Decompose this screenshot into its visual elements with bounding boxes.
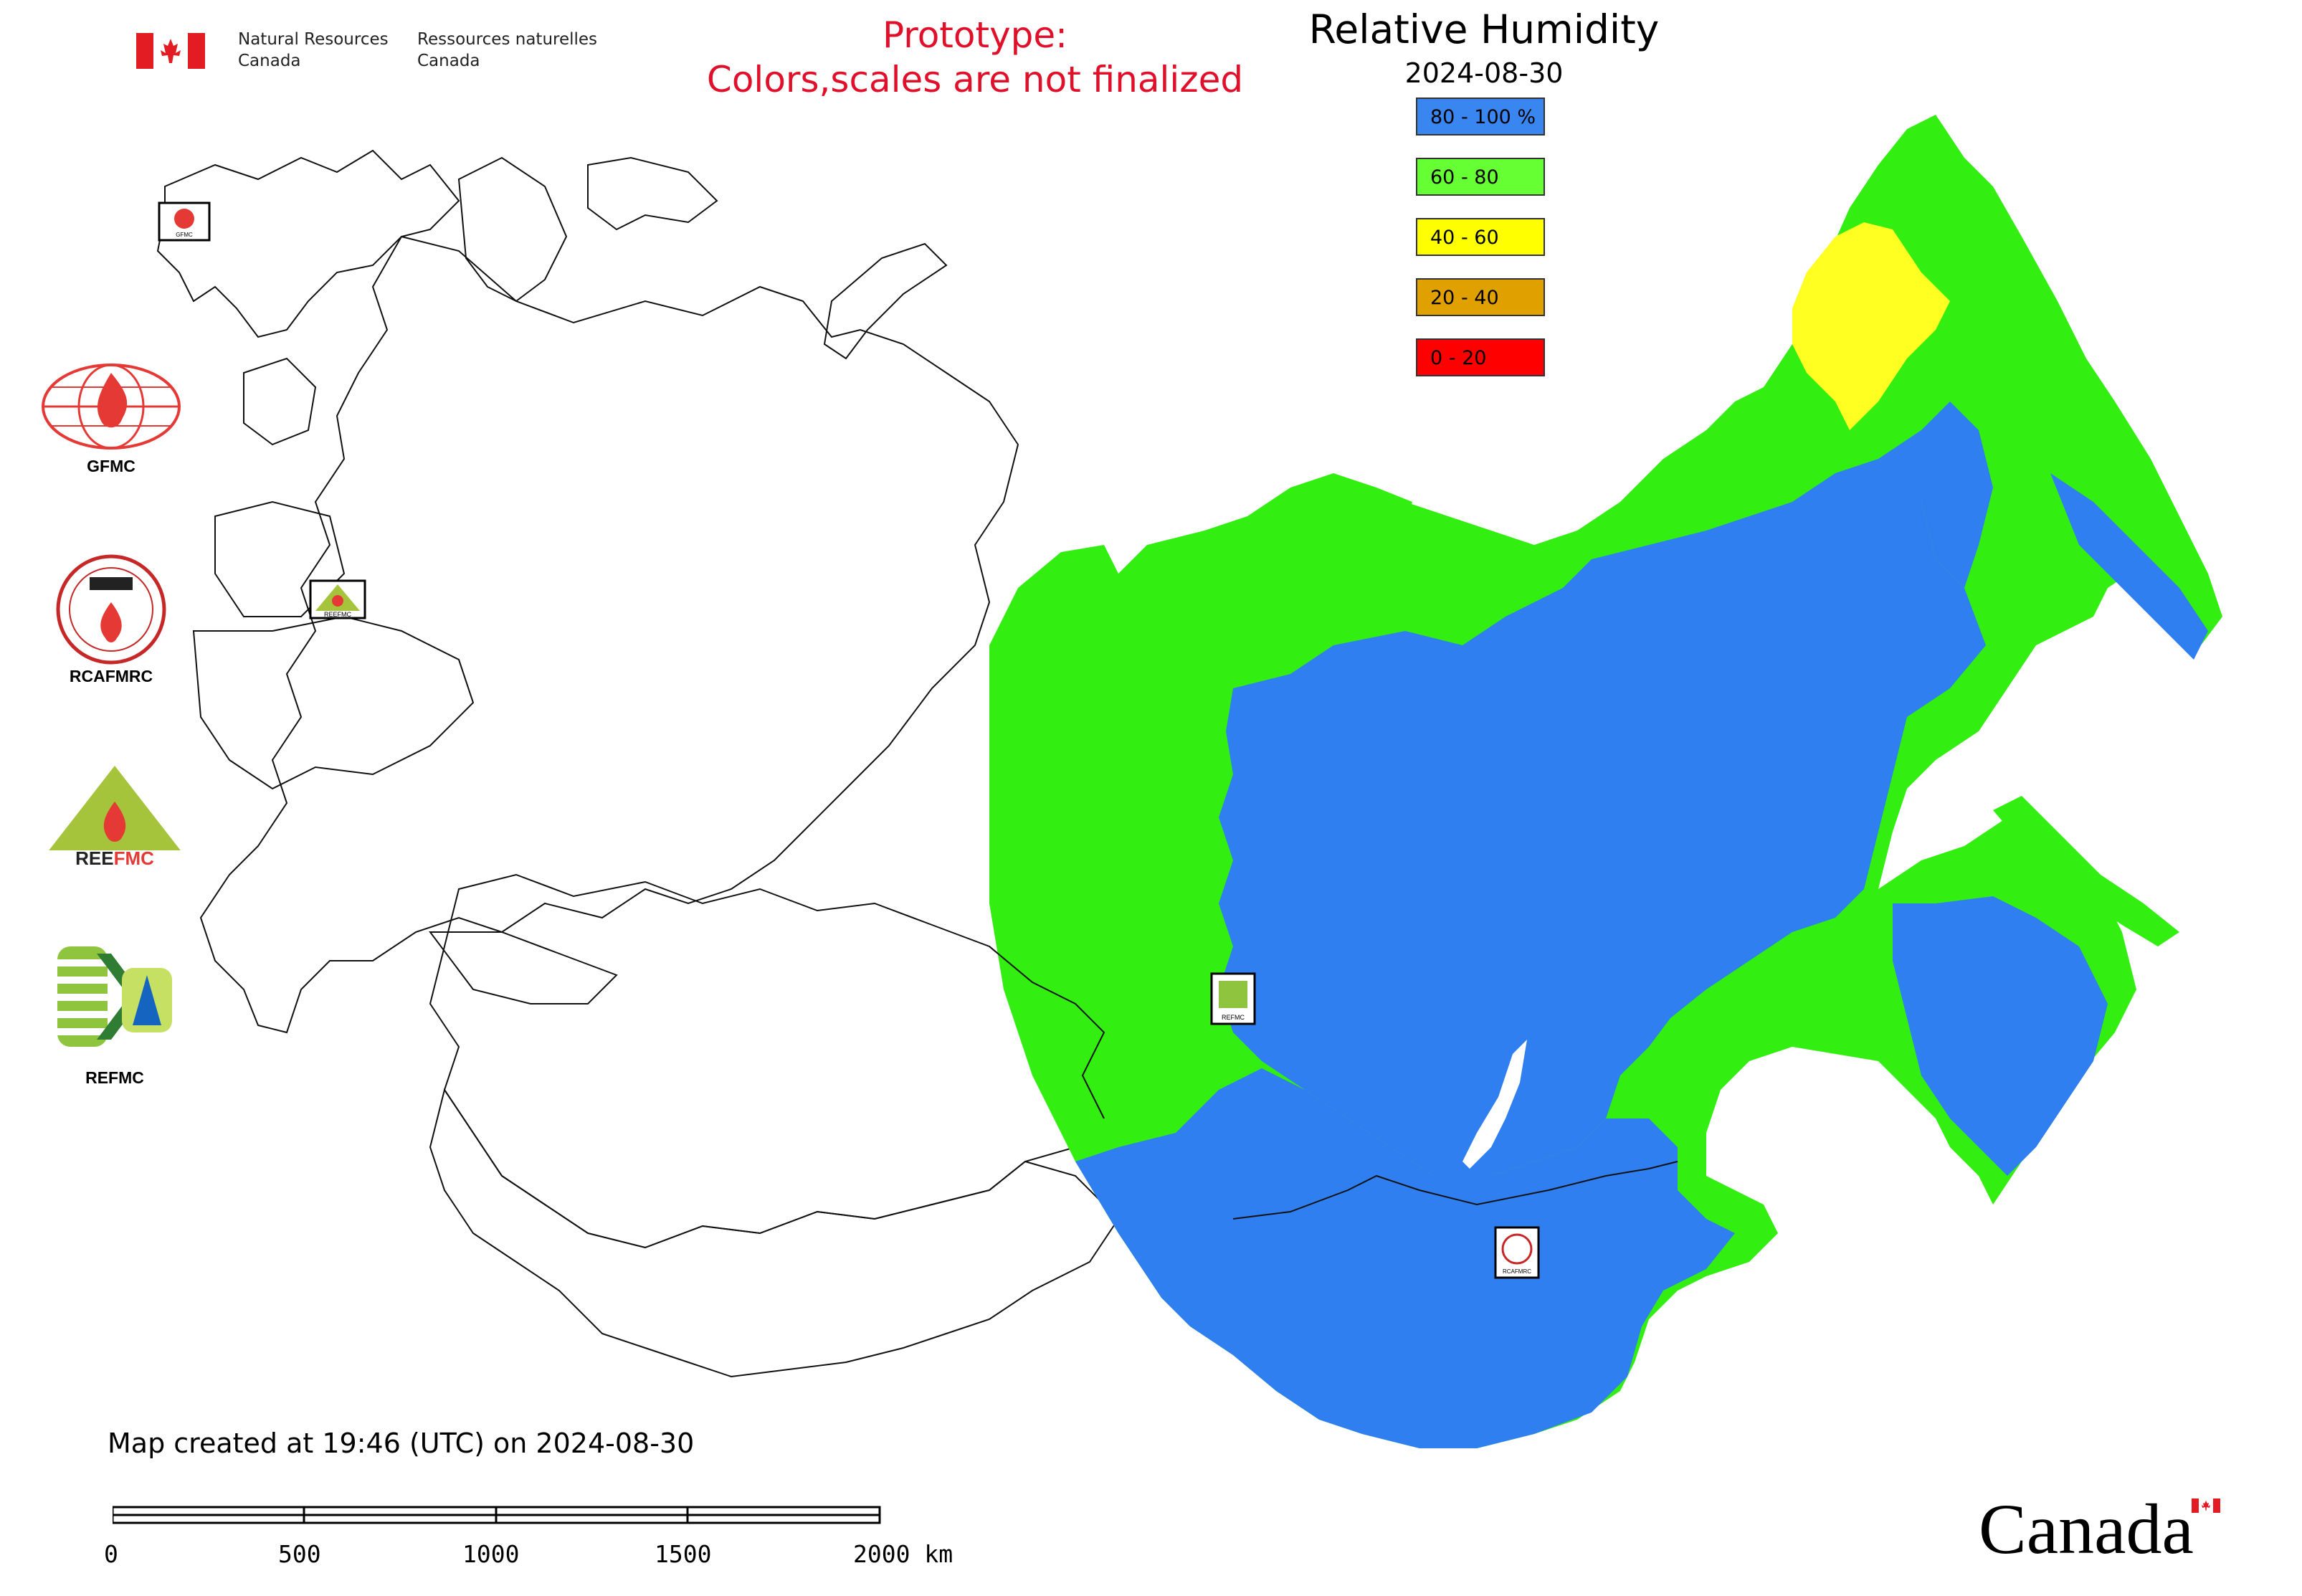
prototype-notice: Prototype: Colors,scales are not finaliz…: [631, 13, 1319, 102]
canada-wordmark: Canada: [1979, 1490, 2237, 1569]
refmc-map-marker: REFMC: [1210, 972, 1256, 1025]
reefmc-logo: REEFMC: [36, 766, 194, 873]
scale-bar-graphic: [113, 1506, 881, 1524]
org-name-en: Natural Resources Canada: [238, 29, 389, 72]
scandinavia-outline: [156, 149, 460, 338]
org-en-line1: Natural Resources: [238, 30, 389, 49]
legend-label: 20 - 40: [1430, 287, 1499, 309]
gfmc-map-marker: GFMC: [158, 201, 211, 242]
legend-item-40-60: 40 - 60: [1416, 218, 1545, 256]
far-east-humid-zone: [1893, 896, 2108, 1176]
canada-flag-icon: [136, 33, 205, 69]
baltic-outline: [243, 357, 317, 446]
scale-bar: 0 500 1000 1500 2000 km: [100, 1504, 975, 1576]
legend-item-20-40: 20 - 40: [1416, 278, 1545, 316]
finland-outline: [457, 156, 568, 303]
rcafmrc-map-marker: RCAFMRC: [1494, 1226, 1540, 1279]
legend: 80 - 100 % 60 - 80 40 - 60 20 - 40 0 - 2…: [1416, 98, 1552, 399]
legend-item-0-20: 0 - 20: [1416, 338, 1545, 376]
kamchatka-humid-zone: [2050, 473, 2208, 660]
southern-high-humidity-zone: [1075, 1068, 1735, 1448]
european-russia-outline: [199, 235, 1019, 1034]
sakhalin-zone: [1993, 796, 2179, 946]
legend-label: 80 - 100 %: [1430, 106, 1536, 128]
rcafmrc-map-label: RCAFMRC: [1503, 1268, 1531, 1275]
mongolia-border: [1232, 1161, 1678, 1220]
refmc-label: REFMC: [85, 1068, 144, 1087]
legend-label: 60 - 80: [1430, 166, 1499, 189]
dry-zone: [1792, 222, 1950, 430]
kazakhstan-east-border: [989, 946, 1105, 1119]
canada-wordmark-text: Canada: [1979, 1489, 2194, 1569]
map-title: Relative Humidity: [1308, 6, 1660, 52]
org-fr-line1: Ressources naturelles: [417, 30, 598, 49]
reefmc-triangle-icon: REEFMC: [39, 766, 190, 869]
kola-outline: [587, 156, 718, 231]
central-asia-outline: [429, 1088, 1120, 1378]
map-created-text: Map created at 19:46 (UTC) on 2024-08-30: [108, 1428, 695, 1459]
scale-tick-2000: 2000 km: [853, 1540, 953, 1568]
prototype-line2: Colors,scales are not finalized: [706, 59, 1244, 100]
scale-tick-500: 500: [278, 1540, 321, 1568]
gfmc-logo: GFMC: [39, 362, 183, 484]
org-en-line2: Canada: [238, 52, 301, 70]
east-siberia-humid-zone: [1878, 402, 1993, 588]
legend-label: 40 - 60: [1430, 227, 1499, 249]
refmc-sigma-icon: [57, 946, 172, 1047]
nrcan-signature: Natural Resources Canada Ressources natu…: [136, 29, 609, 79]
rcafmrc-seal-icon: [56, 554, 166, 665]
legend-label: 0 - 20: [1430, 347, 1487, 369]
refmc-logo: REFMC: [57, 946, 172, 1090]
novaya-zemlya-outline: [823, 242, 948, 360]
svg-text:REEFMC: REEFMC: [75, 847, 154, 869]
rcafmrc-label: RCAFMRC: [69, 667, 153, 685]
reefmc-map-label: REEFMC: [324, 611, 352, 618]
refmc-map-label: REFMC: [1222, 1014, 1245, 1021]
prototype-line1: Prototype:: [882, 14, 1068, 56]
baikal-lake: [1462, 1040, 1527, 1169]
gfmc-globe-flame-icon: [42, 364, 181, 450]
scale-tick-1000: 1000: [462, 1540, 520, 1568]
scale-tick-1500: 1500: [655, 1540, 712, 1568]
caucasus-outline: [429, 931, 618, 1004]
rcafmrc-logo: RCAFMRC: [54, 552, 168, 688]
scale-tick-0: 0: [104, 1540, 118, 1568]
country-outlines-east: [989, 946, 1678, 1220]
org-name-fr: Ressources naturelles Canada: [417, 29, 597, 72]
map-date: 2024-08-30: [1404, 57, 1564, 89]
country-outlines-west: [156, 149, 1120, 1378]
humidity-field: [989, 115, 2222, 1448]
legend-item-80-100: 80 - 100 %: [1416, 98, 1545, 136]
gfmc-map-label: GFMC: [176, 232, 193, 238]
legend-item-60-80: 60 - 80: [1416, 158, 1545, 196]
ukraine-outline: [192, 615, 475, 790]
org-fr-line2: Canada: [417, 52, 480, 70]
high-humidity-zone: [1219, 459, 1986, 1176]
gfmc-label: GFMC: [87, 457, 135, 475]
taimyr-zone: [1247, 473, 1412, 545]
reefmc-map-marker: REEFMC: [309, 579, 366, 619]
wordmark-flag-icon: [2192, 1498, 2220, 1513]
